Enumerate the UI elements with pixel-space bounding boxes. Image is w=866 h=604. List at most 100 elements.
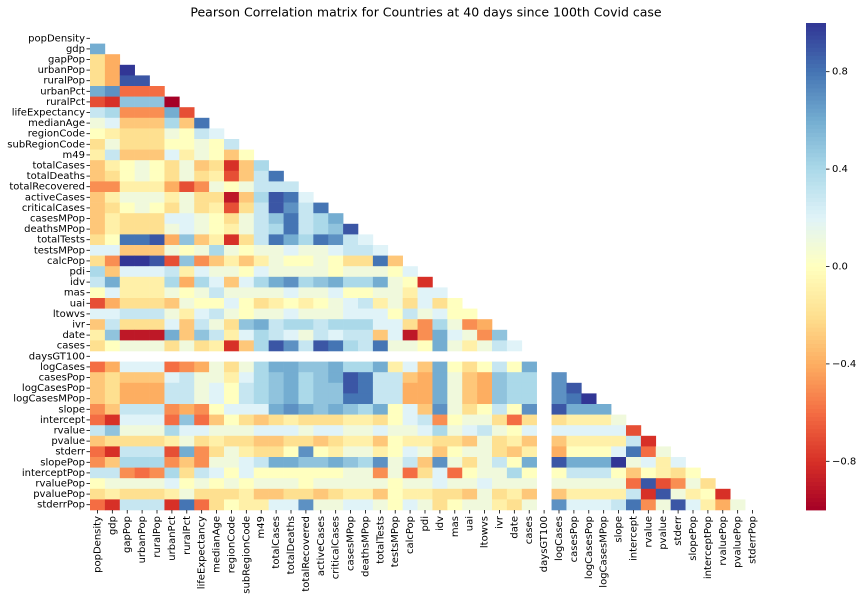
colorbar-segment [806, 205, 826, 211]
heatmap-cell [343, 287, 359, 299]
heatmap-cell [194, 499, 210, 511]
x-tick-label: stderrPop [748, 516, 759, 564]
heatmap-cell [462, 488, 478, 500]
heatmap-cell [194, 287, 210, 299]
heatmap-cell [447, 478, 463, 490]
colorbar-segment [806, 71, 826, 77]
heatmap-cell [298, 499, 314, 511]
heatmap-cell [521, 467, 537, 479]
heatmap-cell [149, 117, 165, 129]
heatmap-cell [402, 266, 418, 278]
heatmap-cell [119, 128, 135, 140]
heatmap-cell [224, 192, 240, 203]
heatmap-cell [104, 382, 121, 394]
heatmap-cell [298, 202, 314, 214]
y-tick-label: logCasesPop [22, 383, 85, 394]
heatmap-cell [164, 404, 180, 415]
heatmap-cell [372, 404, 389, 415]
heatmap-cell [164, 223, 180, 235]
heatmap-cell [417, 425, 433, 437]
heatmap-cell [298, 404, 314, 415]
colorbar-segment [806, 225, 826, 231]
heatmap-cell [462, 435, 478, 447]
heatmap-cell [149, 96, 165, 108]
heatmap-cell [164, 170, 180, 182]
heatmap-cell [253, 181, 269, 193]
heatmap-cell [387, 435, 403, 447]
heatmap-cell [358, 287, 374, 299]
heatmap-cell [372, 393, 389, 405]
heatmap-cell [179, 170, 195, 182]
y-tick-label: regionCode [28, 129, 85, 140]
heatmap-cell [402, 404, 418, 415]
heatmap-cell [298, 478, 314, 490]
heatmap-cell [238, 319, 255, 331]
heatmap-cell [238, 393, 255, 405]
heatmap-cell [104, 404, 121, 415]
heatmap-cell [447, 308, 463, 320]
heatmap-cell [164, 499, 180, 511]
y-tick-label: daysGT100 [29, 351, 85, 362]
heatmap-cell [253, 340, 269, 352]
heatmap-cell [581, 467, 597, 479]
heatmap-cell [253, 382, 269, 394]
x-tick-label: pdi [420, 516, 431, 531]
heatmap-cell [313, 340, 329, 352]
heatmap-cell [194, 181, 210, 193]
heatmap-cell [268, 202, 284, 214]
heatmap-cell [194, 340, 210, 352]
heatmap-cell [477, 435, 493, 447]
heatmap-cell [298, 435, 314, 447]
heatmap-cell [119, 287, 135, 299]
heatmap-cell [104, 139, 121, 150]
heatmap-cell [90, 213, 106, 225]
heatmap-cell [477, 488, 493, 500]
heatmap-cell [372, 488, 389, 500]
heatmap-cell [209, 457, 225, 468]
heatmap-cell [104, 329, 121, 341]
heatmap-cell [640, 499, 657, 511]
heatmap-cell [506, 446, 523, 458]
heatmap-cell [372, 255, 389, 267]
y-tick-label: urbanPct [40, 86, 85, 97]
heatmap-cell [238, 499, 255, 511]
colorbar-segment [806, 481, 826, 487]
x-tick-label: gapPop [122, 516, 133, 553]
heatmap-cell [328, 499, 344, 511]
heatmap-cell [149, 340, 165, 352]
heatmap-cell [432, 287, 448, 299]
heatmap-cell [238, 425, 255, 437]
colorbar-segment [806, 323, 826, 328]
y-tick-label: idv [70, 277, 85, 288]
heatmap-cell [179, 329, 195, 341]
heatmap-cell [149, 276, 165, 288]
heatmap-cell [209, 223, 225, 235]
colorbar-segment [806, 408, 826, 413]
heatmap-cell [566, 488, 582, 500]
x-tick-label: pvaluePop [733, 516, 744, 568]
heatmap-cell [238, 478, 255, 490]
heatmap-cell [119, 86, 135, 97]
heatmap-cell [492, 425, 508, 437]
heatmap-cell [328, 361, 344, 373]
y-tick-label: testsMPop [34, 245, 85, 256]
heatmap-cell [104, 192, 121, 203]
heatmap-cell [477, 446, 493, 458]
heatmap-cell [328, 457, 344, 468]
colorbar-segment [806, 294, 826, 300]
colorbar-segment [806, 315, 826, 320]
heatmap-cell [194, 425, 210, 437]
heatmap-cell [402, 457, 418, 468]
heatmap-cell [313, 223, 329, 235]
heatmap-cell [298, 372, 314, 384]
colorbar-segment [806, 372, 826, 377]
heatmap-cell [387, 404, 403, 415]
heatmap-cell [313, 329, 329, 341]
heatmap-cell [149, 435, 165, 447]
heatmap-cell [343, 223, 359, 235]
heatmap-cell [119, 467, 135, 479]
colorbar-segment [806, 51, 826, 56]
heatmap-cell [328, 340, 344, 352]
heatmap-cell [90, 64, 106, 76]
heatmap-cell [224, 139, 240, 150]
